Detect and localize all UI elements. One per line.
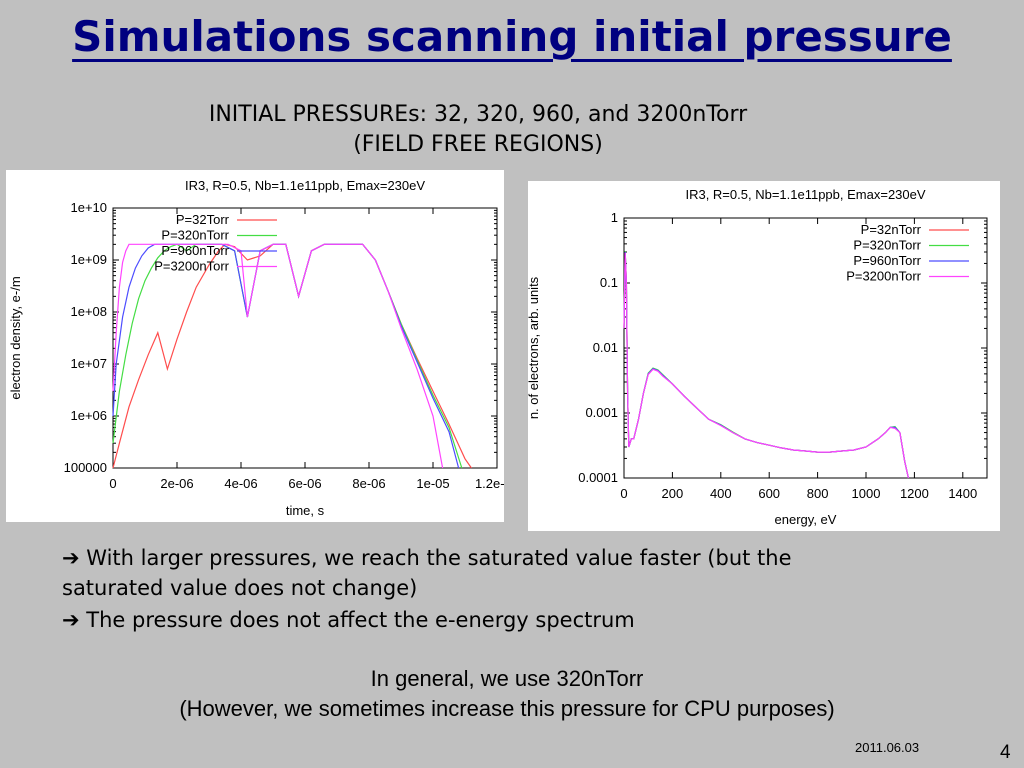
arrow-right-icon: ➔ xyxy=(62,608,80,632)
subtitle-line-2: (FIELD FREE REGIONS) xyxy=(353,132,603,157)
y-tick-label: 1 xyxy=(611,210,618,225)
arrow-right-icon: ➔ xyxy=(62,546,80,570)
bullet-2: ➔ The pressure does not affect the e-ene… xyxy=(62,605,962,635)
chart-electron-density: IR3, R=0.5, Nb=1.1e11ppb, Emax=230eV 1000… xyxy=(6,170,504,522)
y-tick-label: 1e+08 xyxy=(70,304,107,319)
legend-label: P=3200nTorr xyxy=(846,269,921,284)
y-tick-label: 1e+07 xyxy=(70,356,107,371)
page-number: 4 xyxy=(1000,742,1011,763)
x-tick-label: 1000 xyxy=(852,486,881,501)
bullet-2-text: The pressure does not affect the e-energ… xyxy=(86,608,635,632)
y-tick-label: 100000 xyxy=(64,460,107,475)
x-axis-label: energy, eV xyxy=(775,512,837,527)
legend-label: P=320nTorr xyxy=(161,228,229,243)
x-tick-label: 0 xyxy=(620,486,627,501)
x-tick-label: 1400 xyxy=(948,486,977,501)
legend-label: P=960nTorr xyxy=(853,253,921,268)
y-tick-label: 0.01 xyxy=(593,340,618,355)
x-tick-label: 1.2e-05 xyxy=(475,476,504,491)
bullet-1-continuation: saturated value does not change) xyxy=(62,573,962,603)
x-tick-label: 0 xyxy=(109,476,116,491)
plot-frame xyxy=(623,217,988,479)
legend-label: P=32nTorr xyxy=(861,222,922,237)
x-tick-label: 4e-06 xyxy=(224,476,257,491)
y-tick-label: 0.0001 xyxy=(578,470,618,485)
x-tick-label: 2e-06 xyxy=(160,476,193,491)
series-line-4 xyxy=(112,243,444,469)
chart-electron-density-svg: IR3, R=0.5, Nb=1.1e11ppb, Emax=230eV 1000… xyxy=(8,178,504,518)
x-tick-label: 8e-06 xyxy=(352,476,385,491)
x-tick-label: 800 xyxy=(807,486,829,501)
chart-energy-spectrum-svg: IR3, R=0.5, Nb=1.1e11ppb, Emax=230eV 0.00… xyxy=(528,187,988,527)
y-tick-label: 1e+10 xyxy=(70,200,107,215)
x-tick-label: 1e-05 xyxy=(416,476,449,491)
legend-label: P=960nTorr xyxy=(161,243,229,258)
y-tick-label: 0.1 xyxy=(600,275,618,290)
legend-label: P=320nTorr xyxy=(853,238,921,253)
conclusion-line-2: (However, we sometimes increase this pre… xyxy=(179,696,835,721)
legend-label: P=3200nTorr xyxy=(154,259,229,274)
slide-title: Simulations scanning initial pressure xyxy=(72,12,952,61)
y-axis-label: electron density, e-/m xyxy=(8,276,23,399)
series-line-3 xyxy=(112,243,460,469)
bullet-1-line-2: saturated value does not change) xyxy=(62,576,418,600)
series-line-2 xyxy=(112,243,463,469)
conclusion-line-1: In general, we use 320nTorr xyxy=(370,666,644,691)
x-tick-label: 400 xyxy=(710,486,732,501)
y-tick-label: 1e+06 xyxy=(70,408,107,423)
x-tick-label: 1200 xyxy=(900,486,929,501)
footer-date: 2011.06.03 xyxy=(855,740,920,755)
series-line-4 xyxy=(623,252,909,479)
x-tick-label: 200 xyxy=(662,486,684,501)
x-tick-label: 6e-06 xyxy=(288,476,321,491)
bullet-1: ➔ With larger pressures, we reach the sa… xyxy=(62,543,962,573)
y-tick-label: 0.001 xyxy=(585,405,618,420)
chart-energy-spectrum: IR3, R=0.5, Nb=1.1e11ppb, Emax=230eV 0.00… xyxy=(528,181,1000,531)
chart-title: IR3, R=0.5, Nb=1.1e11ppb, Emax=230eV xyxy=(685,187,925,202)
series-line-1 xyxy=(112,243,472,469)
y-tick-label: 1e+09 xyxy=(70,252,107,267)
x-axis-label: time, s xyxy=(286,503,325,518)
chart-title: IR3, R=0.5, Nb=1.1e11ppb, Emax=230eV xyxy=(185,178,425,193)
legend-label: P=32Torr xyxy=(176,212,230,227)
subtitle-line-1: INITIAL PRESSUREs: 32, 320, 960, and 320… xyxy=(208,102,748,127)
bullet-1-line-1: With larger pressures, we reach the satu… xyxy=(86,546,792,570)
y-axis-label: n. of electrons, arb. units xyxy=(528,276,541,419)
x-tick-label: 600 xyxy=(758,486,780,501)
